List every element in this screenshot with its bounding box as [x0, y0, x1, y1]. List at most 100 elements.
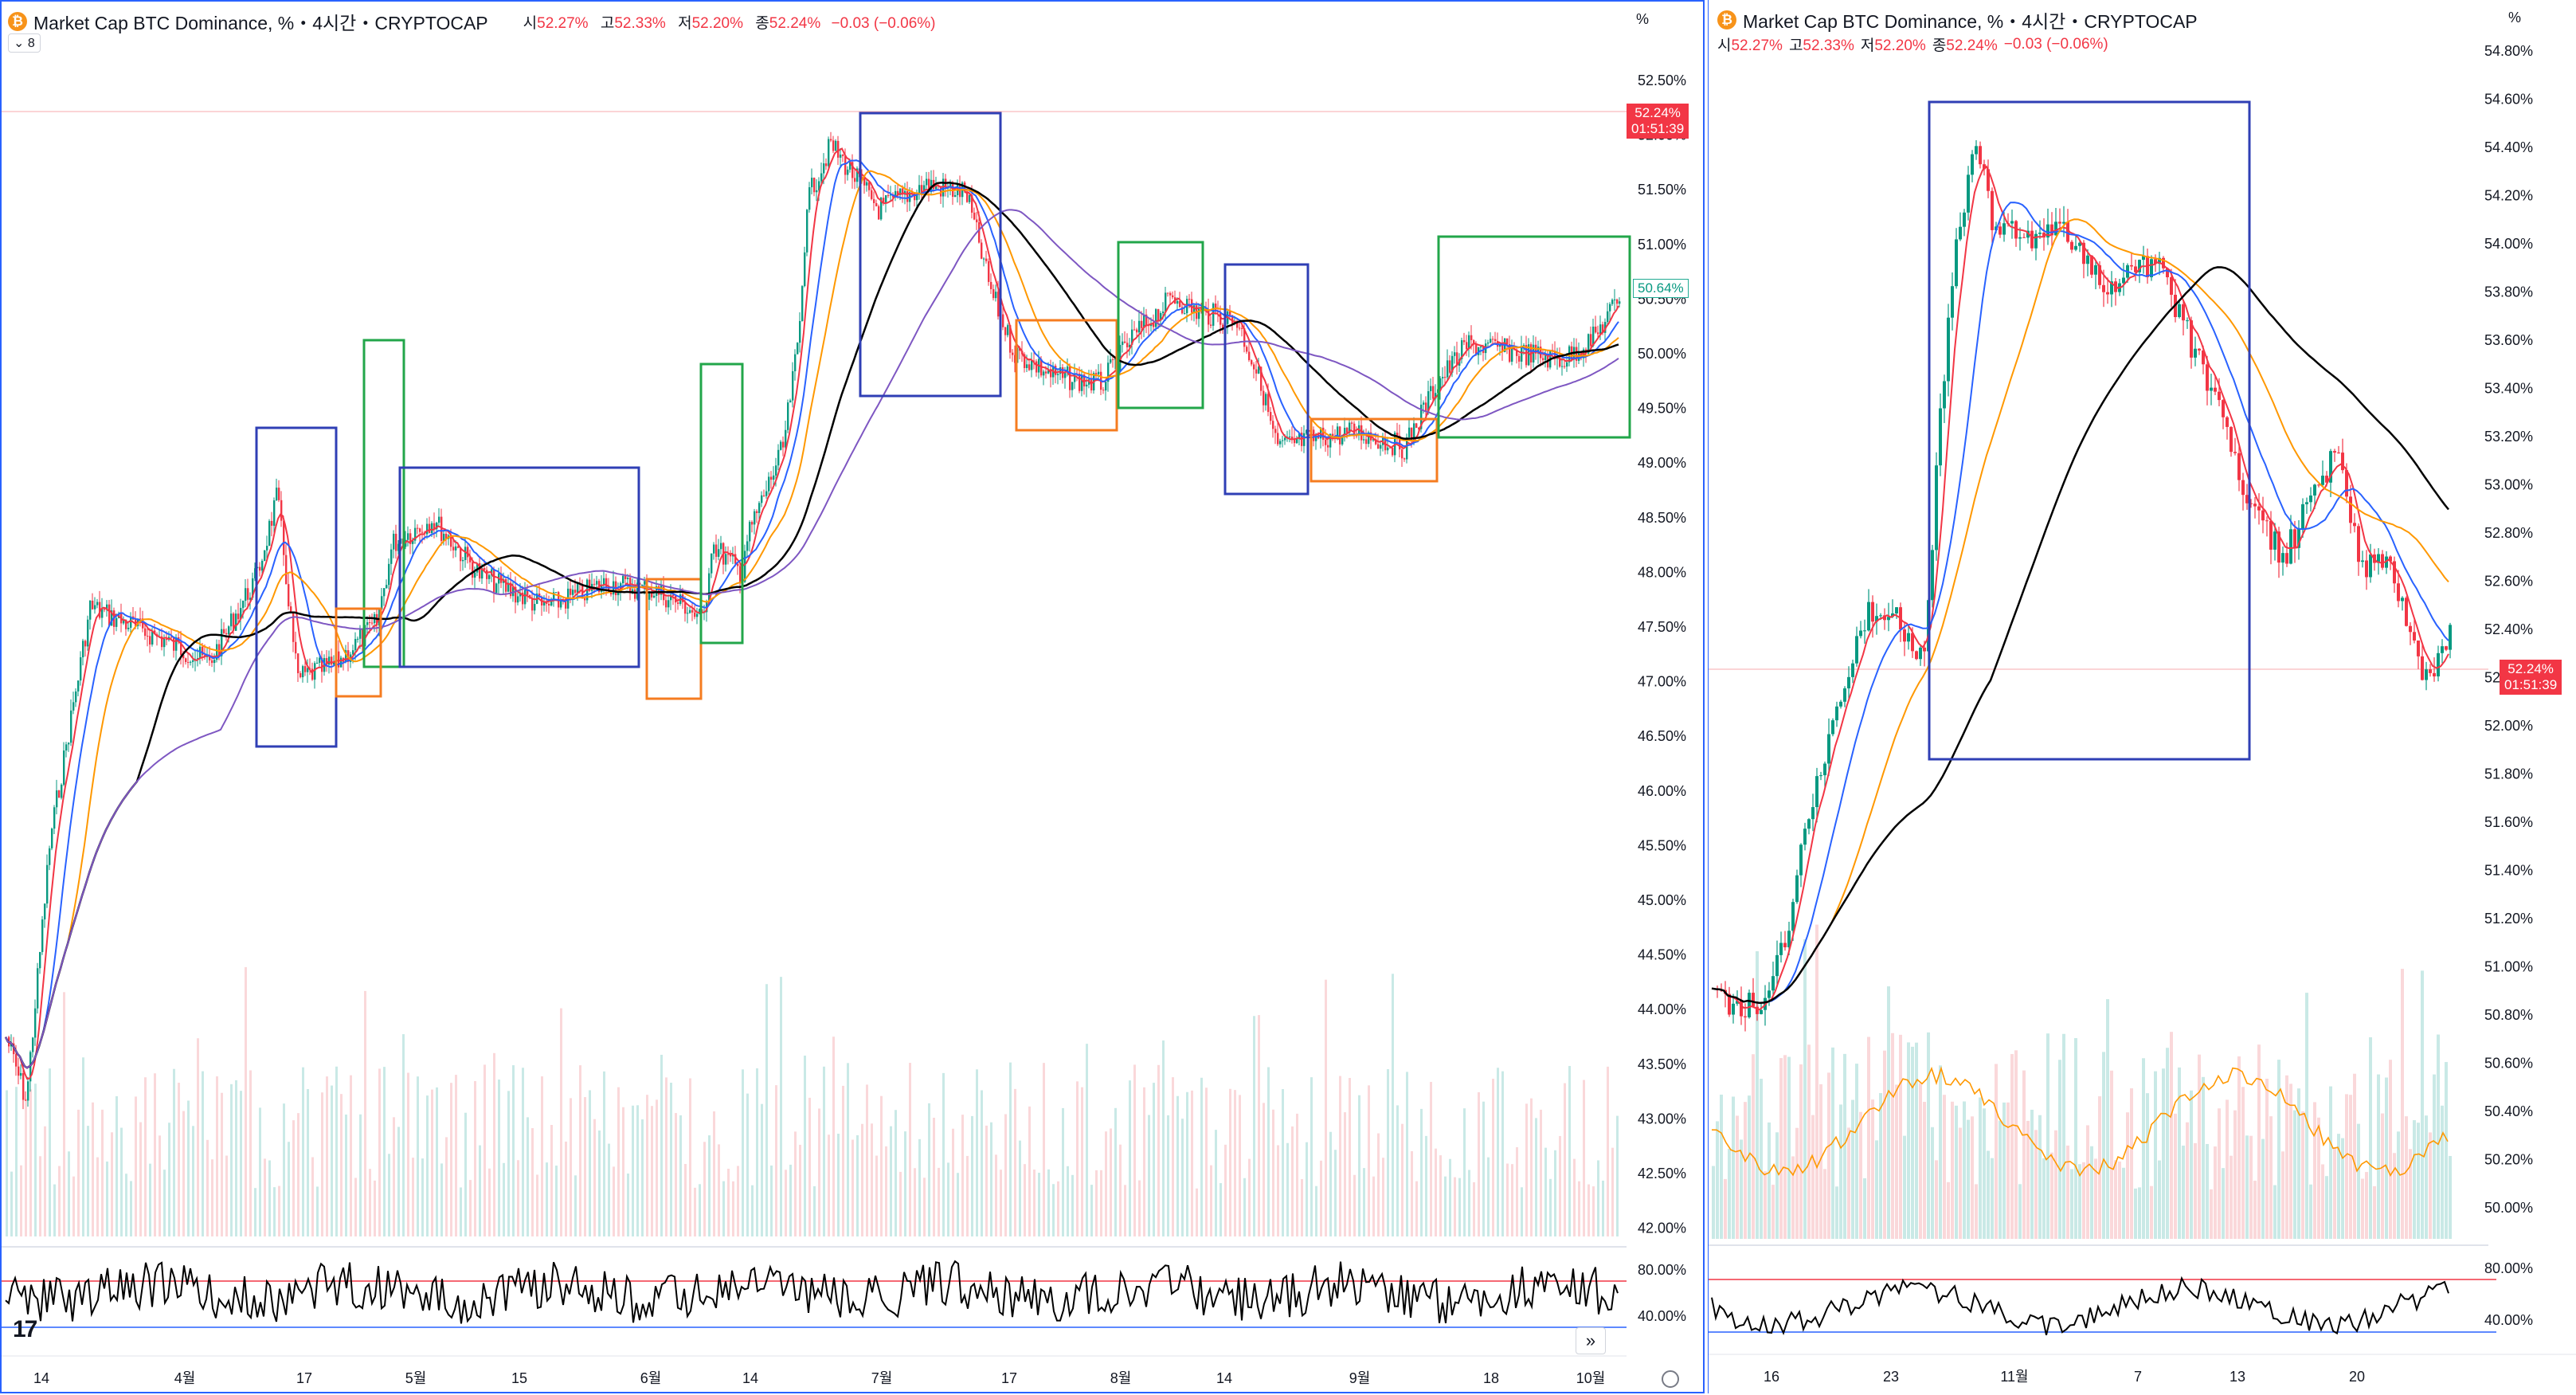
- candle-body: [1024, 354, 1026, 368]
- scroll-to-realtime-button[interactable]: »: [1576, 1327, 1606, 1354]
- volume-bar: [2273, 1185, 2277, 1239]
- candle-body: [2353, 523, 2356, 527]
- volume-bar: [1454, 1177, 1456, 1236]
- candle-body: [1803, 829, 1807, 845]
- candle-body: [2341, 453, 2344, 471]
- volume-bar: [2293, 1110, 2296, 1239]
- candle-body: [20, 1072, 22, 1076]
- candle-body: [2409, 625, 2412, 633]
- volume-bar: [402, 1034, 405, 1236]
- volume-bar: [225, 1155, 228, 1236]
- left-chart-pane[interactable]: 52.50%52.00%51.50%51.00%50.50%50.00%49.5…: [0, 0, 1705, 1393]
- volume-bar: [1019, 1140, 1021, 1236]
- candle-body: [873, 198, 875, 203]
- volume-bar: [354, 1178, 357, 1236]
- candle-body: [1229, 311, 1231, 315]
- candle-body: [813, 178, 816, 193]
- left-chart-canvas[interactable]: 52.50%52.00%51.50%51.00%50.50%50.00%49.5…: [2, 2, 1706, 1395]
- candle-body: [1396, 433, 1399, 436]
- candle-body: [395, 534, 397, 551]
- candle-body: [2305, 502, 2308, 504]
- volume-bar: [1253, 1016, 1255, 1236]
- settings-icon[interactable]: [1662, 1370, 1679, 1388]
- volume-bar: [1951, 1101, 1954, 1239]
- volume-bar: [1987, 1150, 1990, 1239]
- volume-bar: [742, 1069, 744, 1236]
- right-symbol-title[interactable]: Market Cap BTC Dominance, %・4시간・CRYPTOCA…: [1743, 11, 2198, 32]
- volume-bar: [1506, 1163, 1509, 1236]
- candle-body: [2313, 484, 2316, 496]
- annotation-box: [398, 466, 640, 668]
- volume-bar: [1740, 1139, 1743, 1239]
- candle-body: [359, 629, 362, 639]
- candle-body: [27, 1081, 29, 1101]
- candle-body: [1887, 617, 1890, 621]
- volume-bar: [335, 1066, 338, 1236]
- candle-body: [871, 190, 873, 199]
- candle-body: [1602, 324, 1604, 333]
- volume-bar: [2154, 1071, 2157, 1239]
- volume-bar: [1057, 1181, 1059, 1236]
- tradingview-logo[interactable]: 17: [13, 1316, 37, 1342]
- right-chart-pane[interactable]: 54.80% 54.60% 54.40% 54.20% 54.00% 53.80% 53.6…: [1708, 0, 2576, 1393]
- x-axis-tick-label: 8월: [1110, 1370, 1132, 1386]
- candle-body: [713, 544, 715, 554]
- volume-bar: [2257, 1044, 2261, 1239]
- y-axis-tick-label: 54.20%: [2484, 188, 2533, 204]
- left-last-price-tag: 52.24% 01:51:39: [1627, 104, 1689, 139]
- candle-body: [345, 650, 347, 663]
- right-chart-canvas[interactable]: 54.80% 54.60% 54.40% 54.20% 54.00% 53.80% 53.6…: [1708, 0, 2576, 1393]
- candle-body: [2210, 387, 2213, 391]
- candle-body: [1107, 362, 1110, 382]
- candle-body: [1157, 309, 1160, 321]
- ma-line-blue: [1711, 202, 2449, 1004]
- candle-body: [53, 807, 56, 829]
- y-axis-tick-label: 50.60%: [2484, 1056, 2533, 1072]
- candle-body: [436, 523, 438, 530]
- volume-bar: [2214, 1146, 2217, 1239]
- volume-bar: [2433, 1074, 2436, 1239]
- candle-body: [648, 593, 651, 600]
- y-axis-tick-label: 49.00%: [1638, 455, 1686, 471]
- candle-body: [1911, 633, 1914, 652]
- candle-body: [479, 562, 481, 579]
- candle-body: [213, 660, 216, 664]
- left-symbol-title[interactable]: Market Cap BTC Dominance, %・4시간・CRYPTOCA…: [33, 13, 488, 33]
- candle-body: [1415, 423, 1418, 428]
- volume-bar: [1720, 1094, 1723, 1239]
- annotation-box: [1928, 100, 2251, 761]
- ma-line-red: [1711, 165, 2449, 1011]
- volume-bar: [1090, 1185, 1093, 1236]
- collapse-indicators-button[interactable]: ⌄ 8: [8, 33, 41, 53]
- bitcoin-icon: ₿: [8, 12, 27, 31]
- annotation-box: [1437, 235, 1631, 439]
- candle-body: [316, 662, 319, 664]
- volume-bar: [527, 1117, 529, 1236]
- candle-body: [450, 535, 452, 547]
- candle-body: [429, 523, 431, 534]
- annotation-box: [1117, 241, 1204, 409]
- volume-bar: [1847, 1127, 1850, 1239]
- candle-body: [1595, 326, 1597, 333]
- y-axis-tick-label: 54.80%: [2484, 43, 2533, 59]
- volume-bar: [431, 1089, 433, 1236]
- volume-bar: [2361, 1178, 2364, 1239]
- volume-bar: [2198, 1054, 2201, 1239]
- candle-body: [2110, 281, 2113, 295]
- candle-body: [988, 261, 990, 282]
- candle-body: [596, 581, 598, 585]
- volume-bar: [598, 1130, 601, 1236]
- candle-body: [1389, 447, 1392, 449]
- volume-bar: [488, 1168, 491, 1236]
- volume-bar: [2297, 1088, 2300, 1239]
- candle-body: [1377, 444, 1380, 449]
- candle-body: [462, 559, 464, 562]
- volume-bar: [2182, 1145, 2185, 1239]
- candle-body: [1490, 339, 1492, 343]
- candle-body: [797, 343, 799, 355]
- candle-body: [80, 657, 82, 681]
- volume-bar: [2142, 1058, 2145, 1239]
- candle-body: [574, 590, 577, 594]
- volume-bar: [2206, 1143, 2209, 1239]
- candle-body: [319, 657, 321, 663]
